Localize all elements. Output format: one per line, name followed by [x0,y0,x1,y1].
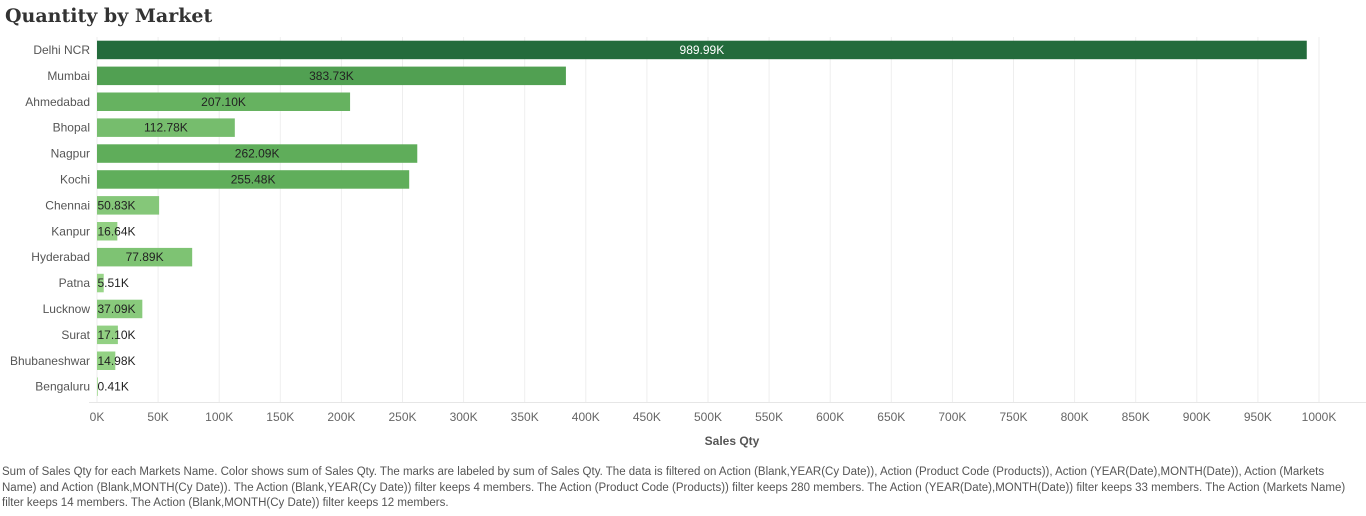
category-label: Ahmedabad [25,95,90,109]
data-labels: 989.99K 383.73K 207.10K 112.78K 262.09K 255.4… [98,43,725,394]
x-tick-label: 750K [999,410,1027,424]
bar-chart: Delhi NCR Mumbai Ahmedabad Bhopal Nagpur Koch… [10,37,1366,448]
chart-title: Quantity by Market [5,5,213,27]
bar[interactable] [97,170,410,189]
data-label: 14.98K [98,354,136,368]
category-label: Bhopal [53,121,90,135]
category-label: Bhubaneshwar [10,354,90,368]
data-label: 989.99K [680,43,725,57]
x-tick-label: 350K [511,410,539,424]
category-label: Mumbai [47,69,90,83]
x-tick-label: 0K [90,410,105,424]
bar[interactable] [97,118,235,137]
category-label: Bengaluru [35,380,90,394]
bar[interactable] [97,247,193,267]
x-tick-label: 550K [755,410,783,424]
bar[interactable] [97,66,566,86]
bars [97,40,1307,396]
x-tick-label: 100K [205,410,233,424]
data-label: 17.10K [98,328,136,342]
category-label: Lucknow [43,302,91,316]
bar[interactable] [97,299,143,319]
bar[interactable] [97,273,104,293]
x-tick-label: 300K [450,410,478,424]
data-label: 37.09K [98,302,136,316]
data-label: 0.41K [98,380,129,394]
data-label: 16.64K [98,224,136,238]
category-label: Chennai [45,198,90,212]
bar[interactable] [97,351,116,371]
bar[interactable] [97,196,160,215]
bar[interactable] [97,222,118,241]
data-label: 50.83K [98,198,136,212]
data-label: 262.09K [235,147,280,161]
category-label: Hyderabad [31,250,90,264]
x-tick-label: 850K [1122,410,1150,424]
data-label: 77.89K [126,250,164,264]
x-tick-label: 1000K [1302,410,1337,424]
gridlines [89,37,1366,403]
x-tick-label: 50K [147,410,168,424]
bar[interactable] [97,377,98,396]
x-tick-label: 450K [633,410,661,424]
bar[interactable] [97,40,1307,60]
x-axis-ticks: 0K 50K 100K 150K 200K 250K 300K 350K 400K 450K 500… [90,410,1337,424]
category-label: Kanpur [51,224,90,238]
category-labels: Delhi NCR Mumbai Ahmedabad Bhopal Nagpur Koch… [10,43,91,394]
x-tick-label: 800K [1061,410,1089,424]
category-label: Nagpur [51,147,90,161]
data-label: 207.10K [201,95,246,109]
data-label: 112.78K [144,121,188,135]
x-tick-label: 400K [572,410,600,424]
x-tick-label: 700K [938,410,966,424]
category-label: Patna [59,276,91,290]
category-label: Surat [61,328,90,342]
category-label: Delhi NCR [33,43,90,57]
bar[interactable] [97,144,418,163]
bar[interactable] [97,325,118,345]
footer-note: Sum of Sales Qty for each Markets Name. … [2,466,1346,509]
x-tick-label: 950K [1244,410,1272,424]
x-tick-label: 150K [266,410,294,424]
data-label: 383.73K [309,69,354,83]
x-tick-label: 600K [816,410,844,424]
data-label: 5.51K [98,276,129,290]
x-axis-title: Sales Qty [705,434,760,448]
x-tick-label: 200K [327,410,355,424]
x-tick-label: 900K [1183,410,1211,424]
category-label: Kochi [60,172,90,186]
bar[interactable] [97,92,351,112]
x-tick-label: 500K [694,410,722,424]
data-label: 255.48K [231,172,276,186]
x-tick-label: 650K [877,410,905,424]
x-tick-label: 250K [388,410,416,424]
